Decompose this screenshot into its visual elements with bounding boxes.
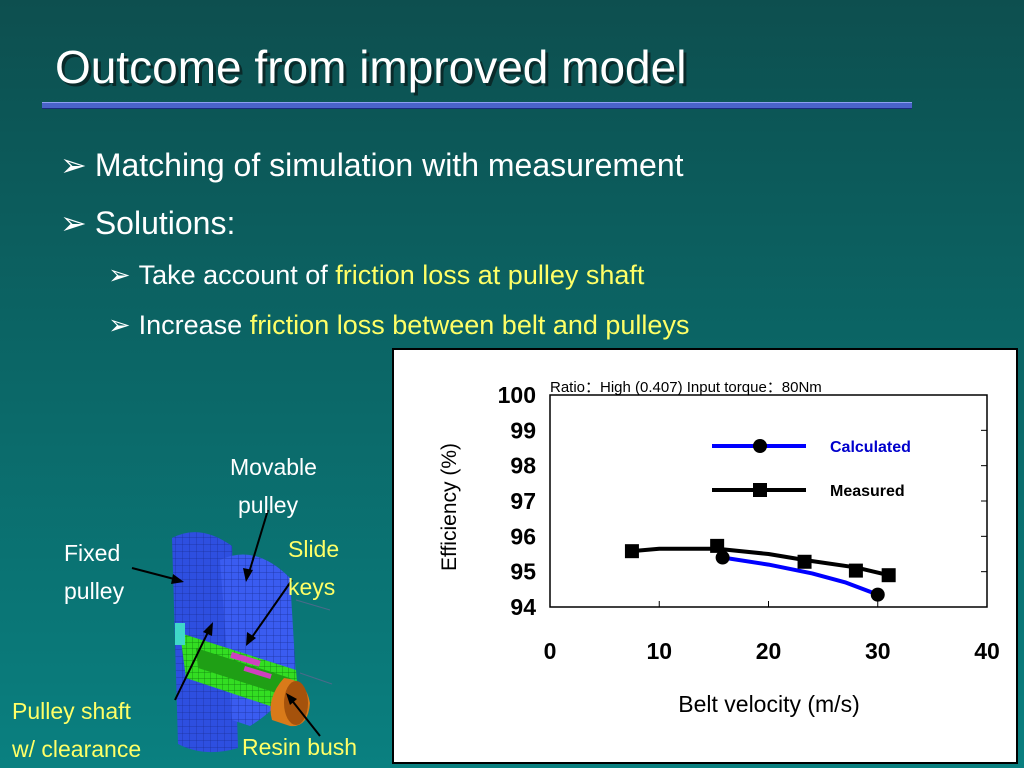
y-tick-label: 97: [510, 488, 536, 514]
chart-title: Ratio：High (0.407) Input torque：80Nm: [550, 379, 822, 396]
y-tick-label: 98: [510, 453, 536, 479]
slide-title: Outcome from improved model: [55, 41, 687, 93]
label-movable-pulley: Movable pulley: [230, 448, 317, 524]
chart-ylabel: Efficiency (%): [438, 443, 461, 571]
y-tick-label: 100: [498, 382, 536, 408]
sub-bullet-highlight: friction loss at pulley shaft: [335, 260, 645, 290]
label-line: Fixed: [64, 540, 121, 566]
data-point-measured: [797, 554, 812, 569]
label-line: Resin bush: [242, 734, 358, 760]
legend-label-calculated: Calculated: [830, 439, 911, 456]
x-tick-label: 30: [865, 638, 891, 664]
y-tick-label: 96: [510, 523, 536, 549]
arrow-bullet-icon: ➢: [60, 147, 87, 183]
label-line: Slide: [288, 536, 340, 562]
bullet-text: Matching of simulation with measurement: [94, 147, 684, 183]
chart-svg: Ratio：High (0.407) Input torque：80Nm Eff…: [438, 379, 1000, 717]
label-line: pulley: [238, 492, 299, 518]
label-line: w/ clearance: [12, 736, 142, 762]
plot-frame: [549, 394, 988, 608]
pulley-fem-illustration: [131, 509, 333, 753]
y-tick-label: 99: [510, 417, 536, 443]
label-fixed-pulley: Fixed pulley: [64, 534, 124, 610]
title-underline: [42, 102, 912, 109]
label-line: pulley: [64, 578, 125, 604]
y-tick-label: 95: [510, 559, 536, 585]
y-tick-label: 94: [510, 594, 536, 620]
bullet-matching: ➢ Matching of simulation with measurement: [60, 146, 684, 184]
data-point-measured: [710, 538, 725, 553]
label-line: Movable: [230, 454, 317, 480]
label-line: keys: [288, 574, 336, 600]
bullet-text: Solutions:: [94, 205, 236, 241]
arrow-bullet-icon: ➢: [108, 260, 131, 290]
label-line: Pulley shaft: [12, 698, 131, 724]
x-tick-label: 40: [974, 638, 1000, 664]
x-tick-label: 10: [646, 638, 672, 664]
bullet-solutions: ➢ Solutions:: [60, 204, 235, 242]
sub-bullet-prefix: Take account of: [138, 260, 336, 290]
series-line-calculated: [722, 555, 879, 597]
legend-marker-measured: [753, 483, 767, 497]
sub-bullet-highlight: friction loss between belt and pulleys: [249, 310, 690, 340]
label-slide-keys: Slide keys: [288, 530, 339, 606]
legend-marker-calculated: [753, 439, 767, 453]
data-point-measured: [848, 563, 863, 578]
data-point-measured: [881, 568, 896, 583]
arrow-bullet-icon: ➢: [60, 205, 87, 241]
sub-bullet-pulley-shaft: ➢ Take account of friction loss at pulley…: [108, 260, 644, 291]
label-resin-bush: Resin bush: [242, 728, 357, 766]
legend-label-measured: Measured: [830, 483, 905, 500]
efficiency-chart: Ratio：High (0.407) Input torque：80Nm Eff…: [392, 348, 1018, 764]
data-point-measured: [624, 544, 639, 559]
label-pulley-shaft: Pulley shaft w/ clearance: [12, 692, 141, 768]
sub-bullet-belt-pulleys: ➢ Increase friction loss between belt and…: [108, 310, 689, 341]
x-tick-label: 0: [544, 638, 557, 664]
x-tick-label: 20: [756, 638, 782, 664]
sub-bullet-prefix: Increase: [138, 310, 250, 340]
chart-xlabel: Belt velocity (m/s): [678, 691, 859, 717]
data-point-calculated: [870, 587, 885, 602]
data-point-calculated: [715, 550, 730, 565]
arrow-bullet-icon: ➢: [108, 310, 131, 340]
